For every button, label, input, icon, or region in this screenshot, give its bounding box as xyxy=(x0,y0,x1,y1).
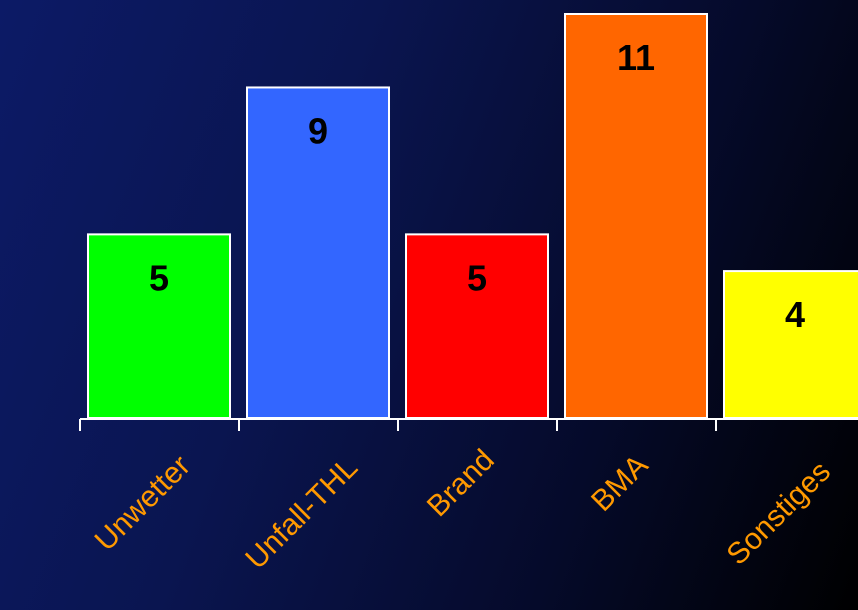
category-label: Unfall-THL xyxy=(239,451,364,576)
value-label: 5 xyxy=(467,257,487,298)
bar-bma xyxy=(564,13,708,419)
bar-unwetter xyxy=(87,233,231,419)
bars-layer: 5 9 5 11 4 xyxy=(87,13,858,419)
category-label: Brand xyxy=(421,443,501,523)
category-label: Sonstiges xyxy=(721,455,837,571)
bar-sonstiges xyxy=(723,270,858,419)
value-label: 5 xyxy=(149,257,169,298)
category-label: Unwetter xyxy=(89,449,197,557)
bar-unfall-thl xyxy=(246,86,390,419)
value-label: 9 xyxy=(308,110,328,151)
value-label: 4 xyxy=(785,294,805,335)
category-labels: Unwetter Unfall-THL Brand BMA Sonstiges xyxy=(89,443,837,575)
value-label: 11 xyxy=(617,37,655,78)
category-label: BMA xyxy=(585,449,654,518)
x-axis xyxy=(79,418,858,431)
bar-brand xyxy=(405,233,549,419)
